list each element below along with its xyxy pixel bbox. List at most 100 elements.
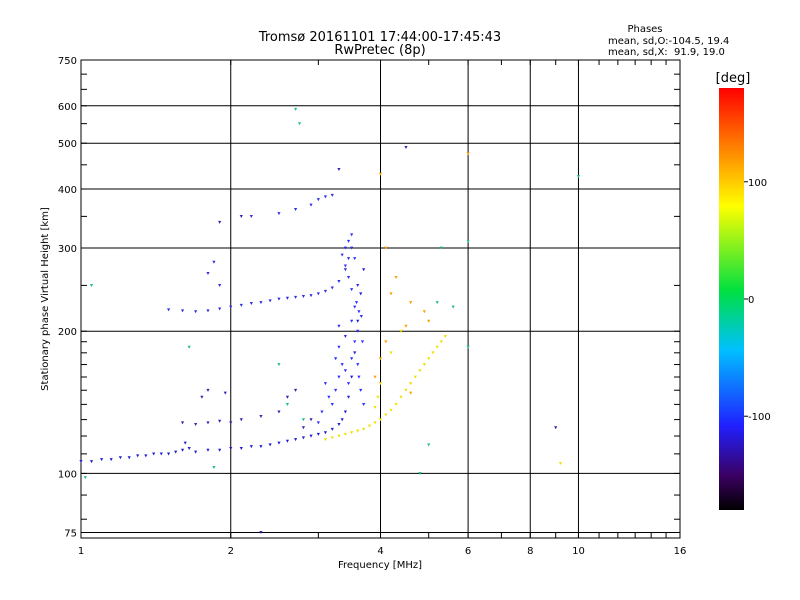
data-point — [268, 443, 272, 447]
data-point — [285, 296, 290, 300]
data-point — [422, 363, 426, 367]
data-point — [359, 388, 363, 392]
phases-legend-x: mean, sd,X: 91.9, 19.0 — [608, 47, 725, 58]
data-point — [356, 284, 360, 288]
data-point — [285, 395, 290, 399]
data-point — [439, 340, 443, 344]
data-point — [218, 284, 222, 288]
data-point — [293, 107, 298, 111]
data-point — [360, 340, 365, 344]
data-point — [346, 395, 351, 399]
data-point — [239, 446, 243, 450]
data-point — [277, 212, 281, 216]
data-point — [337, 279, 341, 283]
data-point — [249, 302, 253, 306]
data-point — [343, 432, 347, 436]
data-point — [297, 122, 302, 126]
y-tick-label: 400 — [58, 185, 77, 196]
data-point — [316, 432, 320, 436]
data-point — [378, 418, 383, 422]
data-point — [187, 446, 191, 450]
data-points — [79, 107, 581, 535]
data-point — [83, 476, 87, 480]
data-point — [206, 448, 210, 452]
x-tick-label: 8 — [527, 546, 533, 557]
data-point — [309, 203, 313, 207]
data-point — [439, 246, 443, 250]
data-point — [301, 418, 306, 422]
data-point — [353, 305, 357, 309]
y-tick-label: 750 — [58, 56, 77, 67]
data-point — [330, 436, 334, 440]
data-point — [404, 145, 408, 149]
data-point — [389, 351, 393, 355]
x-tick-label: 2 — [228, 546, 234, 557]
data-point — [354, 301, 359, 305]
data-point — [259, 531, 263, 535]
data-point — [127, 456, 131, 460]
phases-legend-title: Phases — [627, 24, 662, 35]
y-tick-label: 75 — [64, 528, 77, 539]
colorbar-label: [deg] — [716, 71, 751, 86]
data-point — [218, 419, 222, 423]
data-point — [144, 454, 148, 458]
data-point — [218, 307, 222, 311]
data-point — [301, 426, 306, 430]
data-point — [418, 369, 422, 373]
data-point — [229, 305, 233, 309]
data-point — [359, 292, 363, 296]
data-point — [357, 375, 361, 379]
data-point — [212, 465, 216, 469]
data-point — [340, 363, 344, 367]
data-point — [343, 334, 347, 338]
data-point — [259, 415, 263, 419]
data-point — [389, 408, 393, 412]
data-point — [301, 294, 306, 298]
data-point — [350, 233, 354, 237]
data-point — [293, 208, 298, 212]
data-point — [340, 253, 344, 257]
data-point — [194, 450, 198, 454]
data-point — [136, 454, 140, 458]
data-point — [346, 275, 351, 279]
x-tick-label: 10 — [572, 546, 585, 557]
data-point — [394, 402, 398, 406]
data-point — [187, 345, 191, 349]
data-point — [212, 260, 216, 264]
data-point — [316, 292, 320, 296]
data-point — [435, 345, 439, 349]
data-point — [356, 429, 360, 433]
data-point — [373, 375, 377, 379]
chart-subtitle: RwPretec (8p) — [334, 43, 425, 58]
x-tick-label: 1 — [78, 546, 84, 557]
data-point — [268, 299, 272, 303]
data-point — [323, 289, 328, 293]
data-point — [166, 452, 171, 456]
data-point — [316, 421, 320, 425]
data-point — [357, 310, 361, 314]
data-point — [330, 193, 334, 197]
data-point — [249, 214, 253, 218]
data-point — [152, 452, 156, 456]
data-point — [239, 214, 243, 218]
data-point — [443, 334, 447, 338]
data-point — [356, 329, 360, 333]
data-point — [384, 340, 388, 344]
data-point — [337, 324, 341, 328]
y-tick-label: 600 — [58, 102, 77, 113]
data-point — [418, 472, 422, 476]
colorbar-tick-label: 100 — [748, 178, 767, 189]
data-point — [337, 434, 341, 438]
data-point — [239, 418, 243, 422]
data-point — [174, 450, 178, 454]
chart-title: Tromsø 20161101 17:44:00-17:45:43 — [258, 30, 501, 45]
data-point — [378, 357, 383, 361]
data-point — [399, 395, 403, 399]
colorbar-tick-label: 0 — [748, 295, 754, 306]
data-point — [206, 388, 210, 392]
data-point — [259, 445, 263, 449]
data-point — [180, 448, 185, 452]
data-point — [337, 345, 341, 349]
data-point — [229, 421, 233, 425]
data-point — [409, 382, 413, 386]
